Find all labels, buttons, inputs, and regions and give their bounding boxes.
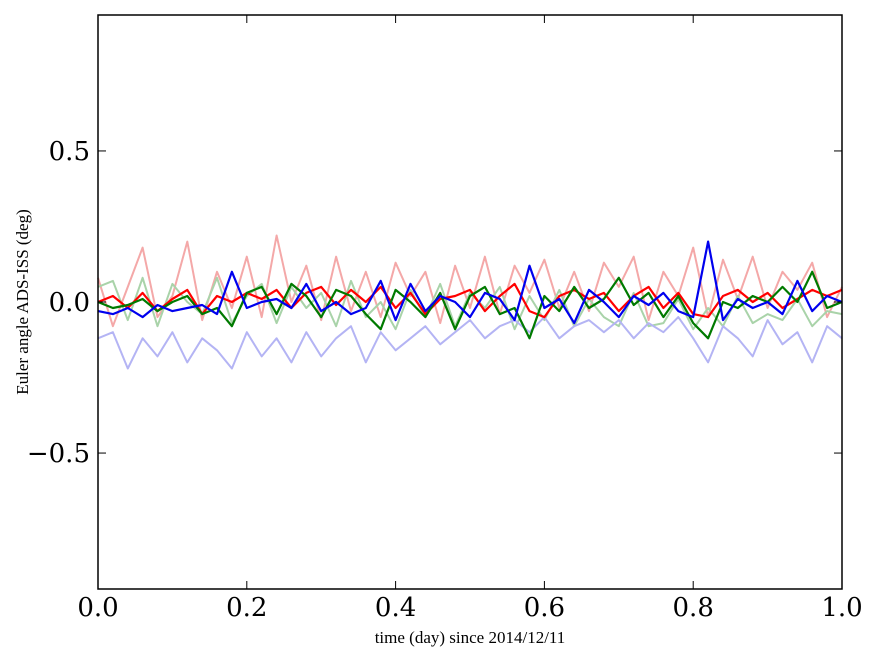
series-layer bbox=[97, 234, 843, 370]
y-tick-label: −0.5 bbox=[27, 439, 90, 469]
x-tick-label: 0.8 bbox=[673, 593, 714, 623]
plot-frame bbox=[97, 14, 843, 590]
ticks-layer: 0.0 0.2 0.4 0.6 0.8 1.0 −0.5 0.0 0.5 bbox=[27, 15, 863, 623]
x-tick-label: 0.4 bbox=[375, 593, 416, 623]
series-line-2 bbox=[97, 276, 843, 331]
y-tick-label: 0.0 bbox=[49, 288, 90, 318]
x-tick-label: 0.2 bbox=[226, 593, 267, 623]
series-line-5 bbox=[97, 270, 843, 340]
series-line-6 bbox=[97, 240, 843, 325]
x-tick-label: 0.0 bbox=[77, 593, 118, 623]
x-tick-label: 1.0 bbox=[821, 593, 862, 623]
y-tick-label: 0.5 bbox=[49, 137, 90, 167]
x-tick-label: 0.6 bbox=[524, 593, 565, 623]
y-axis-label: Euler angle ADS-ISS (deg) bbox=[13, 209, 32, 395]
x-axis-label: time (day) since 2014/12/11 bbox=[375, 628, 566, 647]
series-line-3 bbox=[97, 316, 843, 370]
series-line-1 bbox=[97, 234, 843, 328]
